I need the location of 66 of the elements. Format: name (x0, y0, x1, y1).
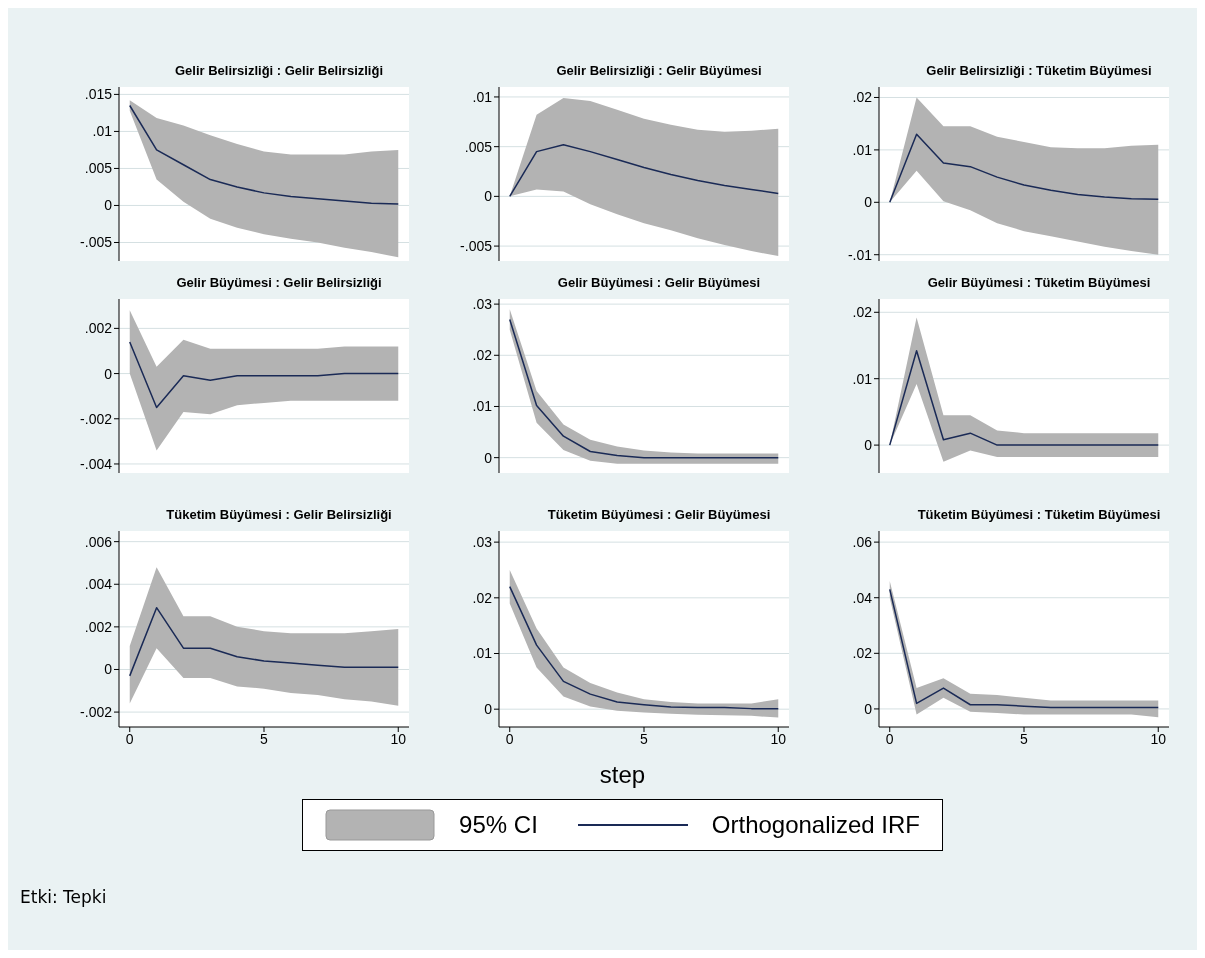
text: Etki: Tepki (19, 887, 108, 907)
y-tick-label: .02 (852, 645, 873, 662)
y-tick-label: 0 (864, 700, 873, 717)
y-tick-label: .01 (92, 123, 113, 140)
y-tick-label: .03 (472, 296, 493, 313)
chart-title: Gelir Belirsizliği : Tüketim Büyümesi (925, 63, 1153, 80)
x-tick-label: 0 (505, 730, 514, 747)
y-tick-label: .04 (852, 589, 873, 606)
text: 95% CI (459, 811, 538, 839)
y-tick-label: 0 (864, 194, 873, 211)
y-tick-label: .002 (84, 320, 113, 337)
x-tick-label: 5 (640, 730, 649, 747)
line-series (888, 350, 1160, 446)
chart-title: Gelir Belirsizliği : Gelir Belirsizliği (173, 63, 385, 80)
chart-title: Tüketim Büyümesi : Gelir Belirsizliği (165, 507, 393, 524)
y-tick-label: -.01 (847, 246, 873, 263)
y-tick-label: 0 (104, 661, 113, 678)
chart-title: Tüketim Büyümesi : Tüketim Büyümesi (916, 507, 1162, 524)
y-tick-label: .002 (84, 618, 113, 635)
y-tick-label: .01 (472, 398, 493, 415)
y-tick-label: .02 (852, 304, 873, 321)
y-tick-label: 0 (104, 365, 113, 382)
line-series (128, 104, 400, 205)
x-tick-label: 0 (125, 730, 134, 747)
line-series (508, 143, 780, 198)
y-tick-label: .006 (84, 533, 113, 550)
y-tick-label: .01 (852, 141, 873, 158)
y-tick-label: -.004 (80, 455, 113, 472)
y-tick-label: 0 (484, 449, 493, 466)
y-tick-label: 0 (864, 437, 873, 454)
chart-title: Tüketim Büyümesi : Gelir Büyümesi (546, 507, 772, 524)
line-series (128, 606, 400, 677)
line-series (128, 341, 400, 409)
x-tick-label: 10 (770, 730, 787, 747)
x-tick-label: 0 (885, 730, 894, 747)
line-series (508, 585, 780, 710)
y-tick-label: .02 (852, 89, 873, 106)
x-axis-title: step (598, 761, 647, 789)
y-tick-label: .015 (84, 86, 113, 103)
y-tick-label: -.002 (80, 410, 113, 427)
y-tick-label: -.005 (80, 234, 113, 251)
x-tick-label: 10 (1150, 730, 1167, 747)
legend-label: Orthogonalized IRF (711, 811, 920, 839)
y-tick-label: -.002 (80, 704, 113, 721)
y-tick-label: .01 (472, 88, 493, 105)
y-tick-label: .005 (84, 160, 113, 177)
y-tick-label: .02 (472, 347, 493, 364)
y-tick-label: -.005 (460, 238, 493, 255)
chart-title: Gelir Büyümesi : Gelir Büyümesi (556, 275, 762, 292)
chart-title: Gelir Büyümesi : Tüketim Büyümesi (926, 275, 1152, 292)
y-tick-label: .005 (464, 138, 493, 155)
chart-title: Gelir Belirsizliği : Gelir Büyümesi (555, 63, 763, 80)
chart-title: Gelir Büyümesi : Gelir Belirsizliği (175, 275, 383, 292)
y-tick-label: .01 (852, 370, 873, 387)
y-tick-label: 0 (484, 701, 493, 718)
y-tick-label: .03 (472, 534, 493, 551)
y-tick-label: .004 (84, 576, 113, 593)
y-tick-label: .02 (472, 589, 493, 606)
y-tick-label: 0 (484, 188, 493, 205)
y-tick-label: .01 (472, 645, 493, 662)
x-tick-label: 10 (390, 730, 407, 747)
y-tick-label: 0 (104, 197, 113, 214)
x-tick-label: 5 (1020, 730, 1029, 747)
line-series (888, 133, 1160, 204)
x-tick-label: 5 (260, 730, 269, 747)
y-tick-label: .06 (852, 534, 873, 551)
